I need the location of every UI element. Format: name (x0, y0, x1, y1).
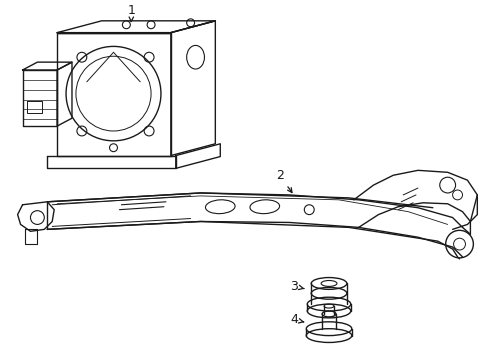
Text: 1: 1 (127, 4, 135, 21)
Text: 3: 3 (290, 280, 304, 293)
Text: 2: 2 (275, 169, 291, 193)
Text: 4: 4 (290, 313, 304, 327)
